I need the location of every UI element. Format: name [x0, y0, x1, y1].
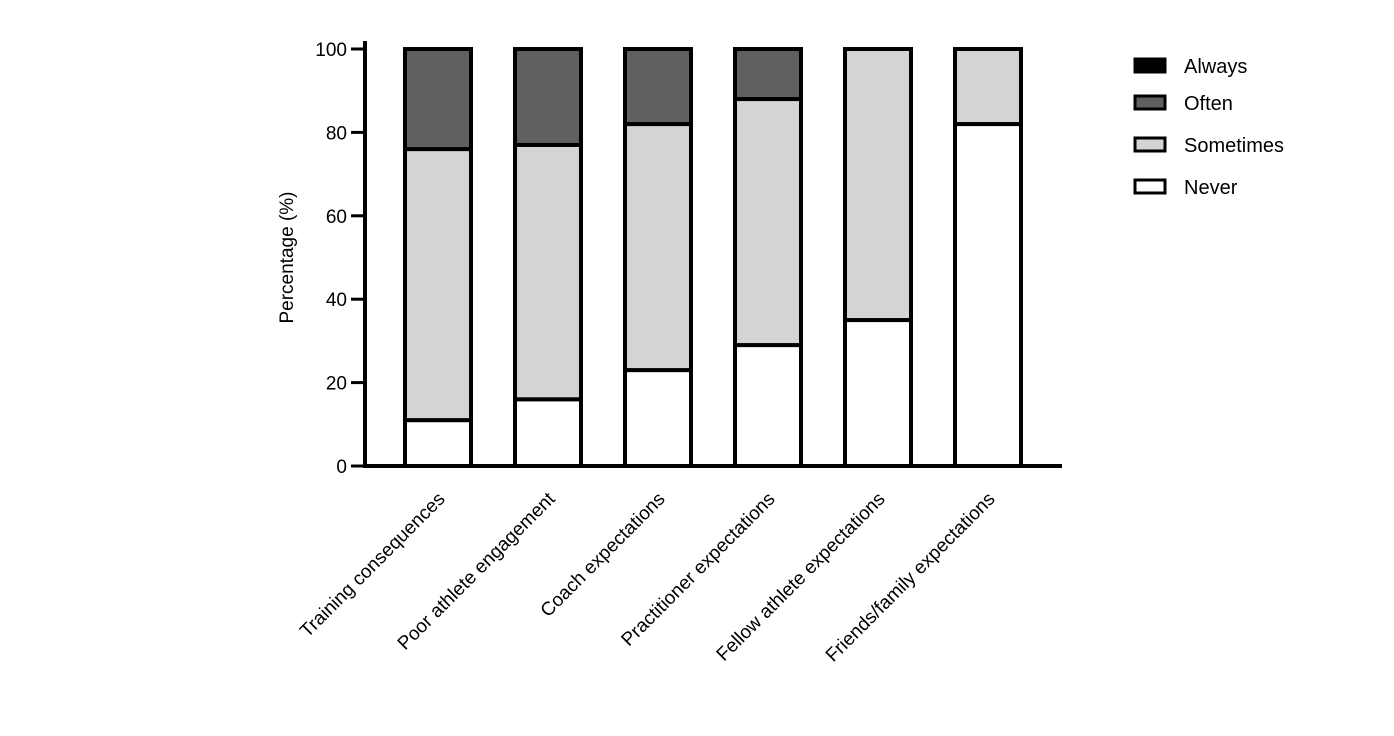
y-tick-label: 0 — [336, 457, 347, 478]
y-axis-title: Percentage (%) — [277, 191, 298, 323]
y-ticks: 0 20 40 60 80 100 — [315, 40, 365, 478]
axes-layer — [363, 41, 1062, 468]
bar-segment-never — [953, 122, 1023, 468]
legend-swatch-sometimes — [1133, 136, 1167, 153]
y-tick-label: 20 — [326, 374, 347, 395]
legend-label-never: Never — [1184, 177, 1238, 199]
bar-segment-sometimes — [953, 47, 1023, 127]
bar-segment-sometimes — [843, 47, 913, 323]
legend-swatch-often — [1133, 94, 1167, 111]
legend-label-often: Often — [1184, 93, 1233, 115]
y-tick-label: 40 — [326, 290, 347, 311]
bar-segment-never — [403, 418, 473, 469]
bar-stack — [953, 47, 1023, 468]
bar-stack — [843, 47, 913, 468]
bar-segment-sometimes — [623, 122, 693, 373]
bar-segment-never — [623, 368, 693, 468]
legend: Always Often Sometimes Never — [1133, 56, 1284, 199]
y-tick-label: 60 — [326, 207, 347, 228]
legend-swatch-never — [1133, 178, 1167, 195]
bar-stack — [733, 47, 803, 469]
legend-swatch-always — [1133, 57, 1167, 74]
bar-stack — [513, 47, 583, 468]
bar-stack — [403, 47, 473, 469]
bar-segment-sometimes — [513, 142, 583, 402]
bar-segment-sometimes — [403, 147, 473, 423]
bar-stack — [623, 47, 693, 468]
bar-segment-sometimes — [733, 97, 803, 348]
y-tick-label: 100 — [315, 40, 347, 61]
bar-segment-never — [843, 318, 913, 468]
bar-segment-often — [403, 47, 473, 152]
bar-segment-never — [513, 397, 583, 468]
bar-segment-often — [623, 47, 693, 127]
x-category-label: Coach expectations — [537, 489, 670, 622]
bar-segment-often — [513, 47, 583, 147]
bars-layer — [403, 47, 1023, 469]
legend-label-always: Always — [1184, 56, 1247, 78]
y-tick-label: 80 — [326, 123, 347, 144]
bar-segment-often — [733, 47, 803, 102]
legend-label-sometimes: Sometimes — [1184, 135, 1284, 157]
bar-segment-never — [733, 343, 803, 469]
